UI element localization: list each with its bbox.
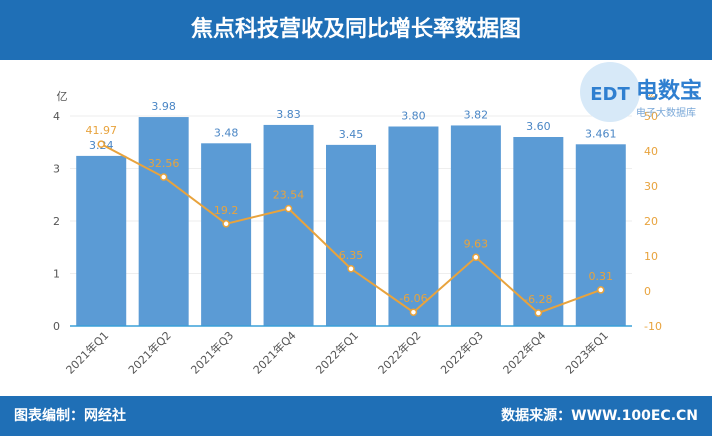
- line-point-4: [284, 204, 293, 213]
- bar-value-label: 3.98: [151, 100, 176, 113]
- logo-cloud-icon: [580, 62, 640, 122]
- line-value-label: 6.35: [339, 249, 364, 262]
- line-value-label: 32.56: [148, 157, 180, 170]
- line-point-8: [534, 309, 543, 317]
- y-right-tick-label: 0: [644, 285, 651, 298]
- logo-badge: EDT: [590, 84, 630, 105]
- y-left-tick-label: 0: [53, 320, 60, 333]
- line-value-label: -6.28: [524, 293, 552, 306]
- y-right-tick-label: 20: [644, 215, 658, 228]
- logo-sub-text: 电子大数据库: [636, 106, 696, 119]
- bar-3: [201, 143, 252, 326]
- line-point-6: [409, 308, 418, 316]
- bar-5: [326, 144, 376, 326]
- x-tick-label: 2022年Q2: [375, 328, 424, 377]
- bar-2: [138, 117, 189, 326]
- y-right-tick-label: -10: [644, 320, 662, 333]
- bar-value-label: 3.461: [585, 127, 617, 140]
- line-point-3: [222, 220, 230, 228]
- line-point-9: [597, 286, 605, 294]
- line-value-label: -6.06: [399, 292, 427, 305]
- x-tick-label: 2023年Q1: [562, 328, 611, 377]
- x-tick-label: 2021年Q2: [125, 328, 174, 377]
- line-point-2: [159, 173, 168, 181]
- y-left-tick-label: 3: [53, 163, 60, 176]
- x-tick-label: 2021年Q4: [250, 328, 299, 377]
- bar-value-label: 3.45: [339, 128, 364, 141]
- bar-value-label: 3.80: [401, 110, 426, 123]
- x-tick-label: 2021年Q1: [63, 328, 112, 377]
- y-right-tick-label: 30: [644, 180, 658, 193]
- line-value-label: 9.63: [464, 237, 489, 250]
- x-tick-label: 2021年Q3: [188, 328, 237, 377]
- bar-8: [513, 137, 564, 326]
- y-right-axis-label: %: [646, 90, 656, 103]
- y-right-tick-label: 10: [644, 250, 658, 263]
- y-left-axis-label: 亿: [57, 90, 68, 103]
- bar-value-label: 3.60: [526, 120, 551, 133]
- bar-7: [450, 125, 501, 326]
- line-point-7: [472, 253, 480, 262]
- chart-title: 焦点科技营收及同比增长率数据图: [190, 17, 521, 42]
- line-value-label: 23.54: [273, 189, 305, 202]
- line-value-label: 41.97: [85, 124, 117, 137]
- x-tick-label: 2022年Q4: [500, 328, 549, 377]
- footer-credit: 图表编制：网经社: [14, 408, 126, 424]
- line-point-5: [347, 265, 355, 273]
- bar-1: [76, 155, 127, 326]
- footer-bar: 图表编制：网经社 数据来源：WWW.100EC.CN: [0, 396, 712, 436]
- header-bar: 焦点科技营收及同比增长率数据图: [0, 0, 712, 60]
- bar-value-label: 3.83: [276, 108, 301, 121]
- y-left-tick-label: 2: [53, 215, 60, 228]
- bar-9: [575, 144, 626, 326]
- bar-6: [388, 126, 439, 326]
- y-left-tick-label: 1: [53, 268, 60, 281]
- x-tick-label: 2022年Q1: [313, 328, 362, 377]
- footer-source: 数据来源：WWW.100EC.CN: [501, 408, 698, 424]
- y-right-tick-label: 50: [644, 110, 658, 123]
- logo-main-text: 电数宝: [636, 78, 702, 104]
- x-tick-label: 2022年Q3: [437, 328, 486, 377]
- chart-svg: 3.243.983.483.833.453.803.823.603.461 41…: [53, 62, 702, 377]
- bar-value-label: 3.82: [464, 108, 489, 121]
- logo: EDT 电数宝 电子大数据库: [580, 62, 702, 122]
- bar-value-label: 3.48: [214, 126, 239, 139]
- y-left-tick-label: 4: [53, 110, 60, 123]
- line-point-1: [97, 140, 105, 148]
- line-value-label: 0.31: [589, 270, 614, 283]
- y-right-tick-label: 40: [644, 145, 658, 158]
- line-value-label: 19.2: [214, 204, 239, 217]
